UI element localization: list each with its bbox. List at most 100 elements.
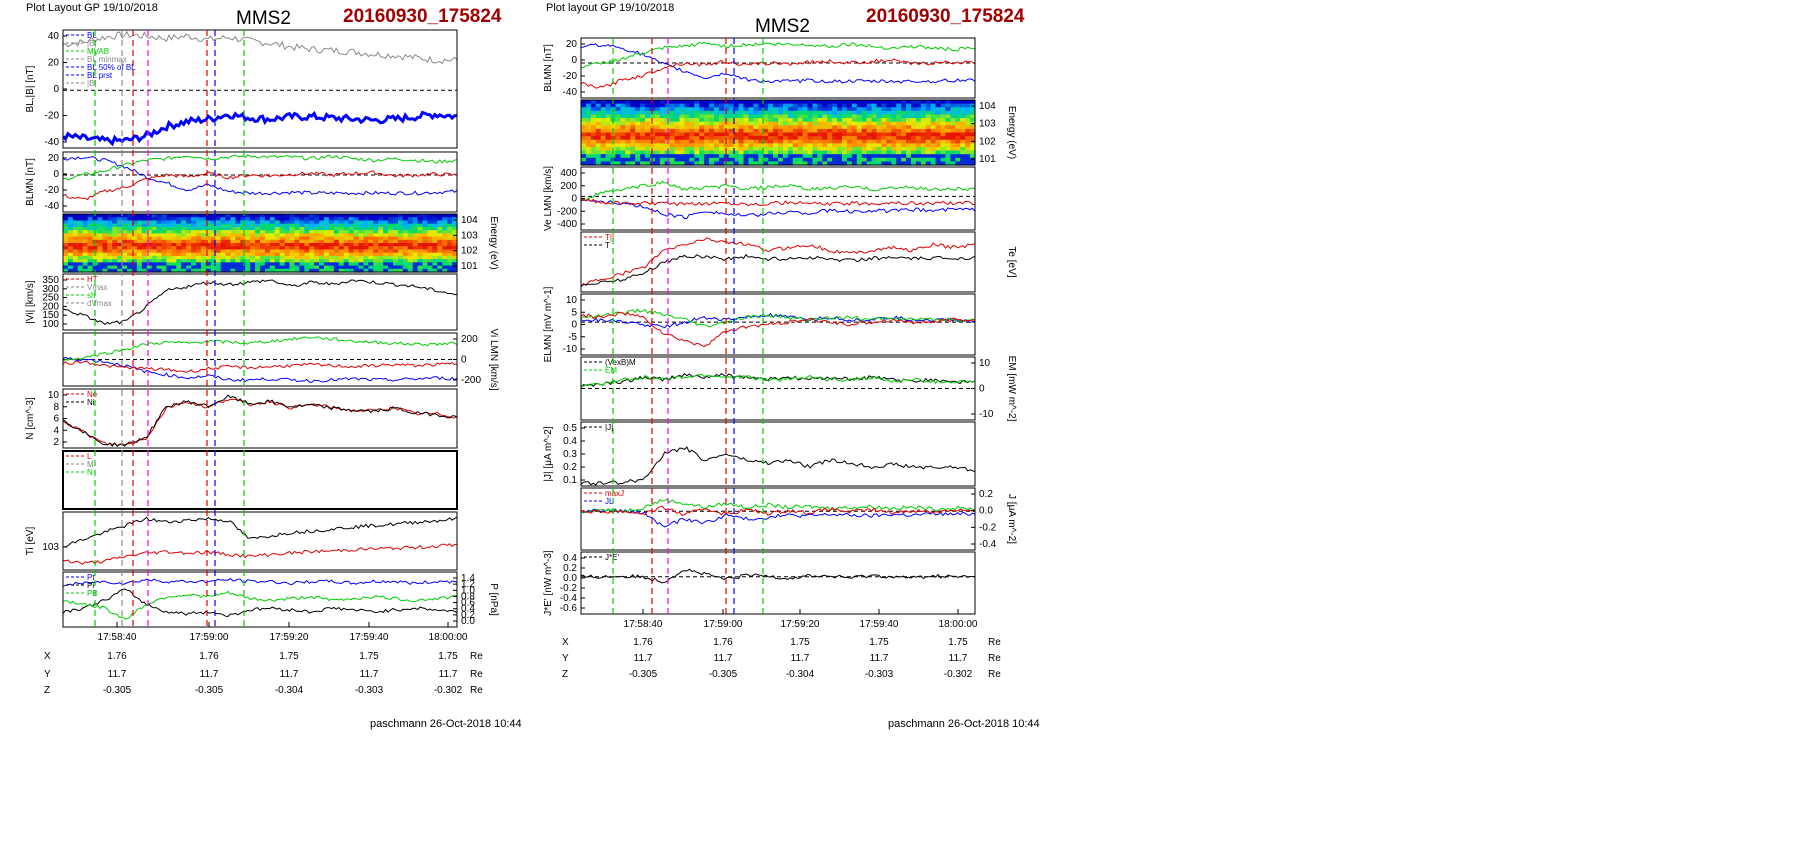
left-spectrogram-cell <box>97 239 103 244</box>
left-spectrogram-cell <box>432 252 438 257</box>
right-spectrogram-cell <box>965 110 971 116</box>
right-spectrogram-cell <box>748 118 754 123</box>
right-spectrogram-cell <box>684 139 690 144</box>
left-spectrogram-cell <box>235 226 241 231</box>
right-spectrogram-cell <box>866 146 873 152</box>
right-spectrogram-cell <box>807 118 814 123</box>
right-spectrogram-cell <box>925 128 932 134</box>
left-spectrogram-cell <box>279 249 286 254</box>
right-spectrogram-cell <box>625 128 631 134</box>
left-spectrogram-cell <box>383 220 389 225</box>
right-spectrogram-cell <box>581 121 587 126</box>
right-spectrogram-cell <box>689 136 695 141</box>
right-spectrogram-cell <box>812 110 818 116</box>
right-spectrogram-cell <box>704 128 710 134</box>
right-spectrogram-cell <box>881 100 887 105</box>
right-spectrogram-cell <box>645 118 651 123</box>
left-y-tick-label: 103 <box>461 230 478 241</box>
right-spectrogram-cell <box>625 103 631 108</box>
left-spectrogram-cell <box>284 217 291 222</box>
left-spectrogram-cell <box>348 226 355 231</box>
left-spectrogram-cell <box>299 226 305 231</box>
right-spectrogram-cell <box>832 146 838 152</box>
left-spectrogram-cell <box>338 265 345 270</box>
right-spectrogram-cell <box>817 118 823 123</box>
right-spectrogram-cell <box>605 139 612 144</box>
right-spectrogram-cell <box>615 150 621 155</box>
right-spectrogram-cell <box>738 146 745 152</box>
left-spectrogram-cell <box>117 230 123 234</box>
right-spectrogram-cell <box>733 128 740 134</box>
right-spectrogram-cell <box>960 132 966 137</box>
right-spectrogram-cell <box>861 107 868 112</box>
left-spectrogram-cell <box>269 217 276 222</box>
right-spectrogram-cell <box>950 161 956 166</box>
left-spectrogram-cell <box>191 268 197 273</box>
left-spectrogram-cell <box>136 252 143 257</box>
left-spectrogram-cell <box>215 239 222 244</box>
left-y-tick-label: -20 <box>45 185 60 196</box>
right-spectrogram-cell <box>876 157 883 162</box>
right-spectrogram-cell <box>817 139 823 144</box>
left-spectrogram-cell <box>63 259 69 263</box>
left-spectrogram-cell <box>319 268 325 273</box>
left-spectrogram-cell <box>240 217 246 222</box>
left-spectrogram-cell <box>274 226 281 231</box>
left-spectrogram-cell <box>333 236 340 241</box>
right-spectrogram-cell <box>709 139 715 144</box>
right-spectrogram-cell <box>689 146 695 152</box>
left-spectrogram-cell <box>314 223 320 228</box>
left-spectrogram-cell <box>122 226 128 231</box>
right-legend-label: maxJ <box>605 489 624 498</box>
right-spectrogram-cell <box>812 154 818 159</box>
left-spectrogram-cell <box>151 217 158 222</box>
left-spectrogram-cell <box>333 259 340 263</box>
right-spectrogram-cell <box>713 107 720 112</box>
right-spectrogram-cell <box>925 125 932 130</box>
left-legend-label: MVAB <box>87 47 109 56</box>
right-spectrogram-cell <box>728 146 735 152</box>
right-spectrogram-cell <box>654 100 661 105</box>
left-spectrogram-cell <box>122 268 128 273</box>
left-spectrogram-cell <box>191 217 197 222</box>
right-spectrogram-cell <box>748 107 754 112</box>
right-spectrogram-cell <box>851 143 858 148</box>
right-spectrogram-cell <box>920 103 927 108</box>
right-y-tick-label: 0.3 <box>563 449 577 460</box>
left-spectrogram-cell <box>215 220 222 225</box>
right-spectrogram-cell <box>920 100 927 105</box>
right-spectrogram-cell <box>782 143 789 148</box>
left-spectrogram-cell <box>437 255 443 260</box>
right-spectrogram-cell <box>625 125 631 130</box>
right-spectrogram-cell <box>635 110 641 116</box>
right-spectrogram-cell <box>930 107 937 112</box>
left-spectrogram-cell <box>309 265 315 270</box>
right-spectrogram-cell <box>733 110 740 116</box>
left-spectrogram-cell <box>353 268 360 273</box>
left-spectrogram-cell <box>338 246 345 251</box>
right-spectrogram-cell <box>881 136 887 141</box>
right-spectrogram-cell <box>669 132 676 137</box>
left-spectrogram-cell <box>324 255 330 260</box>
left-spectrogram-cell <box>319 226 325 231</box>
right-spectrogram-cell <box>832 125 838 130</box>
right-spectrogram-cell <box>827 161 833 166</box>
right-spectrogram-cell <box>704 118 710 123</box>
right-y-tick-label: 0.0 <box>979 506 993 517</box>
left-spectrogram-cell <box>67 259 74 263</box>
left-spectrogram-cell <box>284 265 291 270</box>
left-spectrogram-cell <box>127 236 133 241</box>
left-spectrogram-cell <box>77 217 84 222</box>
left-spectrogram-cell <box>245 265 251 270</box>
right-spectrogram-cell <box>802 125 809 130</box>
left-spectrogram-cell <box>87 265 94 270</box>
right-spectrogram-cell <box>827 128 833 134</box>
left-spectrogram-cell <box>299 265 305 270</box>
left-spectrogram-cell <box>146 233 153 238</box>
left-spectrogram-cell <box>191 252 197 257</box>
left-legend-label: BL prst <box>87 71 113 80</box>
left-spectrogram-cell <box>309 268 315 273</box>
left-spectrogram-cell <box>235 268 241 273</box>
right-spectrogram-cell <box>915 139 922 144</box>
right-spectrogram-cell <box>595 150 602 155</box>
